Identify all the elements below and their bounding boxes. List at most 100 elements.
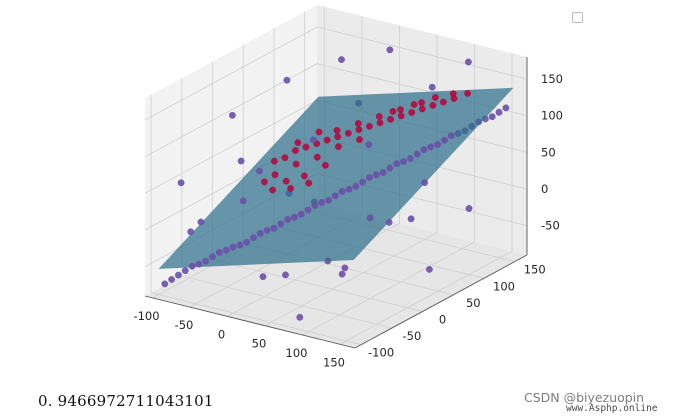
scatter-point-s1-32 <box>250 234 257 242</box>
tick-label-x-1: -50 <box>175 318 194 332</box>
scatter-point-s1-16 <box>379 169 387 176</box>
scatter-point-s0-0 <box>281 154 289 162</box>
tick-label-y-5: 150 <box>524 263 546 277</box>
scatter-point-s1-44 <box>413 150 421 158</box>
scatter-point-s0-1 <box>291 147 299 154</box>
scatter-point-s1-53 <box>239 197 247 205</box>
scatter-point-s1-66 <box>283 76 291 84</box>
scatter-point-s1-41 <box>372 171 380 179</box>
scatter-point-s0-15 <box>439 98 447 106</box>
scatter-point-s0-28 <box>334 143 342 151</box>
scatter-point-s1-35 <box>290 213 298 221</box>
scatter-point-s1-40 <box>359 178 366 186</box>
gridline-y-0 <box>150 94 362 346</box>
scatter-point-s1-54 <box>282 271 289 279</box>
scatter-point-s1-79 <box>259 273 267 281</box>
scatter-point-s1-73 <box>237 157 245 165</box>
gridline-z-4 <box>144 26 528 121</box>
scatter-point-s1-2 <box>188 262 196 270</box>
scatter-point-s1-34 <box>277 220 285 228</box>
scatter-point-s1-57 <box>421 179 428 187</box>
scatter-point-s1-19 <box>420 146 428 154</box>
scatter-point-s0-34 <box>464 90 471 97</box>
scatter-point-s1-39 <box>345 185 353 193</box>
gridline-x-2 <box>227 25 400 317</box>
scatter-point-s0-26 <box>292 160 300 168</box>
scatter-point-s1-71 <box>465 205 473 212</box>
scatter-point-s0-9 <box>376 119 384 127</box>
tick-label-y-2: 0 <box>439 313 446 327</box>
scatter-point-s0-7 <box>355 126 363 134</box>
scatter-point-s0-23 <box>397 106 404 114</box>
tick-label-y-4: 100 <box>493 279 515 293</box>
scatter-point-s0-41 <box>305 179 313 187</box>
scatter-point-s1-50 <box>495 108 503 116</box>
scatter-point-s0-14 <box>429 102 437 109</box>
scatter-point-s1-62 <box>296 313 304 321</box>
fitted-plane <box>158 87 514 269</box>
scatter-point-s1-27 <box>181 267 189 275</box>
scatter-point-s0-19 <box>315 128 323 136</box>
scatter-point-s1-11 <box>311 201 319 209</box>
scatter-point-s1-51 <box>187 228 195 236</box>
scatter-point-s0-36 <box>431 94 439 101</box>
tick-label-x-3: 50 <box>252 337 267 351</box>
pane-floor <box>145 203 527 348</box>
scatter-point-s1-12 <box>325 196 332 204</box>
scatter-point-s1-46 <box>441 136 448 144</box>
scatter-point-s1-69 <box>428 83 436 91</box>
scatter-point-s0-25 <box>271 171 279 179</box>
scatter-point-s1-24 <box>488 113 496 121</box>
tick-label-x-5: 150 <box>323 355 345 369</box>
tick-label-x-0: -100 <box>133 309 159 323</box>
tick-label-x-4: 100 <box>286 346 308 360</box>
scatter-point-s1-36 <box>304 206 312 214</box>
scatter-point-s1-43 <box>400 158 407 165</box>
tick-label-z-4: 150 <box>541 72 563 86</box>
model-score-output: 0. 9466972711043101 <box>38 392 214 410</box>
scatter-point-s0-4 <box>323 136 331 144</box>
scatter-point-s1-1 <box>174 271 182 279</box>
tick-label-z-0: -50 <box>541 219 560 233</box>
tick-label-z-2: 50 <box>541 145 556 159</box>
scatter-point-s0-16 <box>450 95 458 102</box>
scatter-point-s0-39 <box>269 186 276 194</box>
scatter-point-s0-22 <box>375 113 383 120</box>
scatter-point-s1-4 <box>215 248 223 256</box>
scatter-point-s1-18 <box>406 155 414 162</box>
scatter-point-s1-26 <box>168 276 176 283</box>
scatter-point-s1-45 <box>427 143 435 151</box>
scatter-point-s1-31 <box>236 241 244 249</box>
scatter-point-s1-28 <box>195 260 203 268</box>
axis-line-x <box>144 295 356 349</box>
scatter-point-s1-14 <box>352 182 360 190</box>
scatter-point-s0-27 <box>313 153 321 161</box>
scatter-point-s1-58 <box>256 167 263 175</box>
scatter-point-s1-29 <box>209 253 216 261</box>
scatter-point-s0-2 <box>302 143 310 151</box>
scatter-point-s0-40 <box>287 184 294 192</box>
scatter-point-s1-74 <box>309 136 317 144</box>
scatter-point-s1-25 <box>502 104 510 112</box>
scatter-point-s1-72 <box>177 179 185 187</box>
scatter-point-s0-13 <box>418 105 426 113</box>
scatter-point-s0-33 <box>321 161 329 169</box>
watermark-site: www.Asphp.online <box>566 403 658 414</box>
watermark-csdn: CSDN @biyezuopin <box>524 390 645 405</box>
scatter-point-s1-67 <box>338 56 345 63</box>
scatter-point-s1-5 <box>229 243 237 251</box>
tick-label-z-3: 100 <box>541 109 563 123</box>
scatter-point-s0-29 <box>356 136 363 144</box>
scatter-point-s1-9 <box>284 215 291 223</box>
scatter-point-s0-31 <box>282 177 290 185</box>
scatter-point-s0-38 <box>389 108 397 115</box>
scatter-point-s1-7 <box>256 229 264 237</box>
scatter-point-s1-56 <box>366 214 374 222</box>
scatter-point-s1-38 <box>331 192 339 200</box>
scatter-point-s1-61 <box>407 215 415 223</box>
tick-label-y-1: -50 <box>403 329 422 343</box>
scatter-point-s1-21 <box>447 132 455 140</box>
axis-line-y <box>354 254 528 349</box>
scatter-point-s1-8 <box>270 224 278 232</box>
